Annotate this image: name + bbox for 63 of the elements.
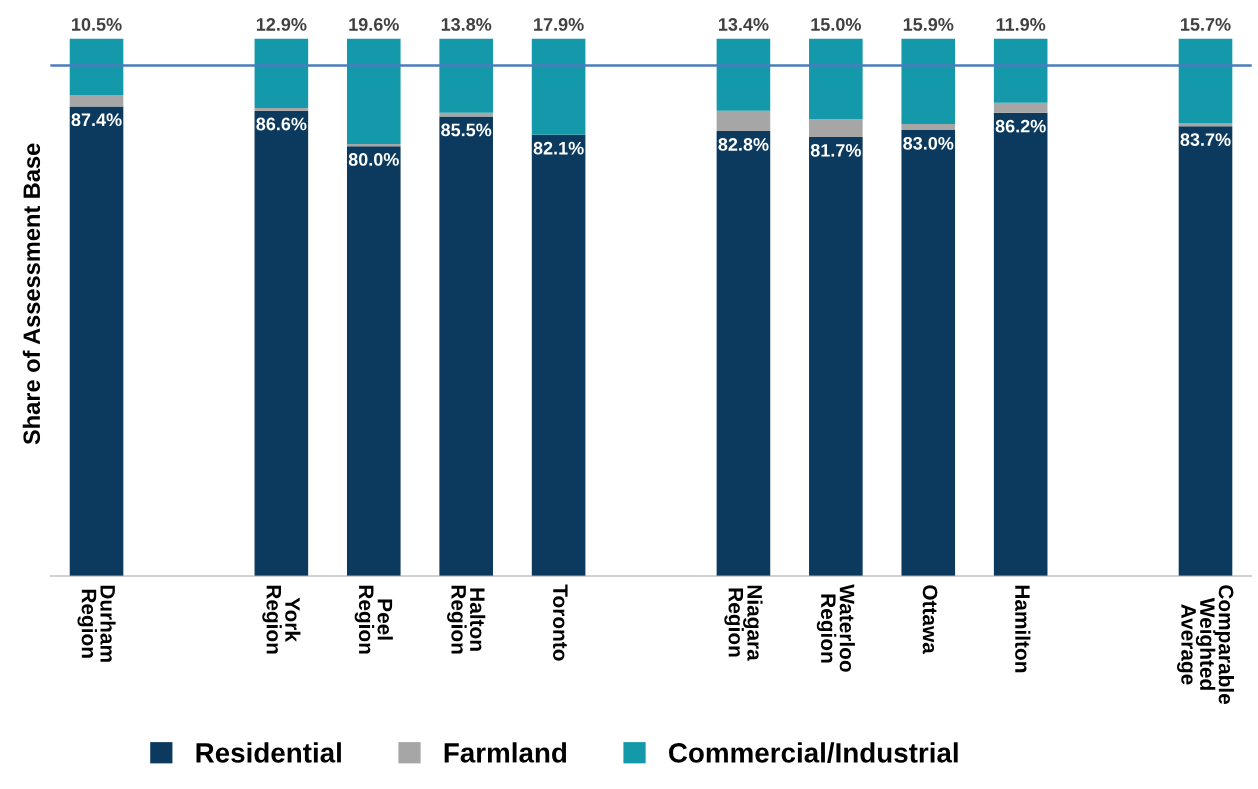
bar (346, 38, 401, 144)
legend-label: Commercial/Industrial (669, 742, 958, 763)
bar (69, 38, 124, 96)
bar (993, 112, 1048, 576)
bar (531, 38, 586, 135)
bar (901, 124, 956, 131)
bar (993, 38, 1048, 103)
x-tick-label: Comparable Weighted Average (1177, 585, 1234, 704)
data-label: 17.9% (534, 18, 584, 31)
x-tick-label: Ottawa (922, 585, 938, 654)
bar (809, 119, 863, 138)
data-label: 87.4% (71, 113, 122, 127)
y-axis-title: Share of Assessment Base (22, 143, 41, 445)
bar (809, 38, 863, 120)
x-tick-label: Niagara Region (724, 585, 763, 661)
bar (439, 112, 493, 117)
data-label: 86.6% (256, 117, 307, 131)
legend-label: Residential (196, 742, 341, 763)
data-label: 82.8% (718, 138, 769, 151)
data-label: 13.8% (441, 18, 492, 31)
bar (439, 38, 493, 113)
data-label: 86.2% (995, 119, 1046, 133)
x-tick-label: Peel Region (354, 585, 393, 654)
data-label: 83.0% (903, 136, 954, 150)
data-label: 10.5% (72, 18, 122, 31)
legend-label: Farmland (444, 742, 567, 763)
bar (716, 131, 771, 576)
data-label: 80.0% (348, 153, 399, 166)
data-label: 15.9% (903, 18, 954, 31)
data-label: 13.4% (718, 18, 769, 31)
data-label: 83.7% (1180, 133, 1231, 147)
bar (1178, 126, 1233, 576)
data-label: 85.5% (441, 123, 492, 137)
data-label: 82.1% (533, 141, 584, 155)
x-tick-label: Hamilton (1015, 585, 1031, 673)
bar (254, 38, 309, 109)
bar (531, 134, 586, 576)
bar (346, 146, 401, 576)
data-label: 11.9% (996, 18, 1046, 31)
bar (1178, 123, 1233, 127)
bar (901, 130, 956, 576)
x-tick-label: Toronto (553, 584, 568, 661)
bar (993, 102, 1048, 113)
bar (69, 106, 124, 576)
bar (346, 144, 401, 147)
bar (439, 116, 493, 576)
x-tick-label: Halton Region (447, 585, 486, 654)
bar (1178, 38, 1233, 124)
data-label: 15.7% (1181, 18, 1231, 31)
data-label: 15.0% (811, 18, 861, 31)
x-tick-label: Durham Region (77, 585, 116, 662)
x-tick-label: York Region (262, 585, 301, 654)
data-label: 12.9% (256, 18, 307, 31)
bar (716, 110, 771, 132)
bar (809, 137, 863, 576)
bar (901, 38, 956, 125)
x-tick-label: Waterloo Region (816, 584, 855, 672)
bar (716, 38, 771, 111)
data-label: 81.7% (810, 143, 861, 157)
bar (254, 108, 309, 111)
bar (254, 110, 309, 576)
data-label: 19.6% (349, 18, 399, 31)
bar (69, 95, 124, 107)
